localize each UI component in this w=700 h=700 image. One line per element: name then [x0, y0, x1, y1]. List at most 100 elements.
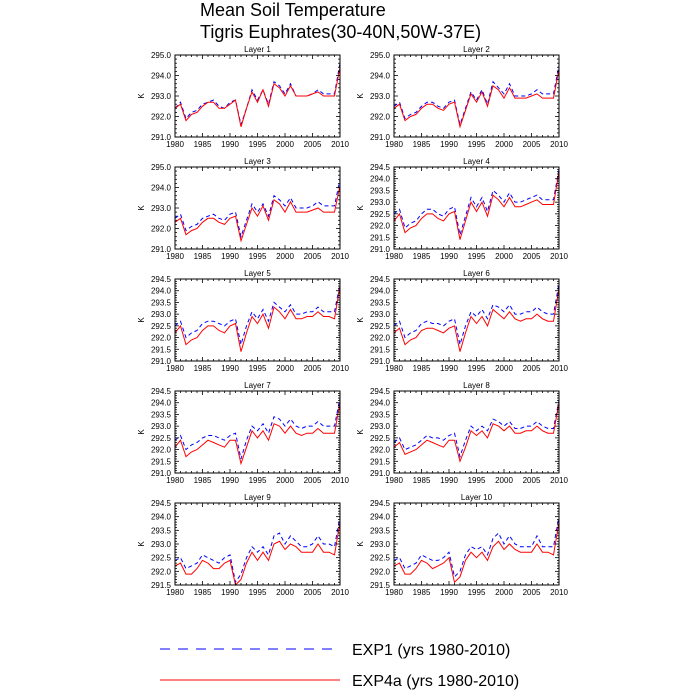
- x-tick-label: 2005: [304, 588, 322, 597]
- y-tick-label: 291.5: [370, 233, 391, 242]
- x-tick-label: 1985: [194, 588, 212, 597]
- series-line-exp4a: [393, 171, 560, 240]
- y-tick-label: 295.0: [151, 163, 172, 172]
- panel-layer-3: Layer 3 K 1980 1985 1990 1995 2000 2005 2010 291.…: [137, 157, 349, 261]
- x-tick-label: 2010: [331, 140, 349, 149]
- panel-layer-4: Layer 4 K 1980 1985 1990 1995 2000 2005 2010 291.…: [356, 157, 568, 261]
- x-tick-label: 1980: [385, 364, 403, 373]
- x-tick-label: 1995: [249, 252, 267, 261]
- series-line-exp1: [393, 400, 560, 459]
- y-tick-label: 291.5: [151, 457, 172, 466]
- x-tick-label: 2005: [523, 252, 541, 261]
- y-tick-label: 292.0: [370, 446, 391, 455]
- x-tick-label: 2000: [276, 588, 294, 597]
- y-tick-label: 292.0: [151, 225, 172, 234]
- series-line-exp4a: [174, 522, 341, 586]
- panel-layer-7: Layer 7 K 1980 1985 1990 1995 2000 2005 2010 291.…: [137, 381, 349, 485]
- y-tick-label: 294.0: [151, 184, 172, 193]
- y-tick-label: 291.5: [151, 581, 172, 590]
- panel-grid: Layer 1 K 1980 1985 1990 1995 2000 2005 2010 291.…: [137, 45, 568, 597]
- x-tick-label: 1995: [249, 588, 267, 597]
- y-axis-label: K: [356, 93, 365, 99]
- y-tick-label: 292.5: [370, 322, 391, 331]
- x-tick-label: 1980: [385, 476, 403, 485]
- y-tick-label: 291.0: [370, 469, 391, 478]
- x-tick-label: 2000: [276, 364, 294, 373]
- y-tick-label: 294.5: [370, 275, 391, 284]
- x-tick-label: 1985: [413, 140, 431, 149]
- x-tick-label: 1985: [413, 252, 431, 261]
- y-axis-label: K: [137, 205, 146, 211]
- x-tick-label: 2000: [495, 252, 513, 261]
- x-tick-label: 1985: [194, 476, 212, 485]
- x-tick-label: 1990: [221, 476, 239, 485]
- panel-layer-6: Layer 6 K 1980 1985 1990 1995 2000 2005 2010 291.…: [356, 269, 568, 373]
- x-tick-label: 2000: [495, 140, 513, 149]
- y-tick-label: 293.5: [370, 298, 391, 307]
- panel-title: Layer 7: [244, 381, 271, 390]
- y-tick-label: 291.0: [151, 245, 172, 254]
- y-tick-label: 291.5: [370, 457, 391, 466]
- panel-title: Layer 1: [244, 45, 271, 54]
- series-line-exp4a: [174, 185, 341, 243]
- panel-title: Layer 9: [244, 493, 271, 502]
- y-tick-label: 293.0: [370, 310, 391, 319]
- panel-layer-5: Layer 5 K 1980 1985 1990 1995 2000 2005 2010 291.…: [137, 269, 349, 373]
- series-line-exp4a: [393, 69, 560, 129]
- y-tick-label: 294.0: [370, 513, 391, 522]
- y-tick-label: 291.5: [151, 345, 172, 354]
- y-tick-label: 292.5: [151, 554, 172, 563]
- y-tick-label: 291.0: [151, 133, 172, 142]
- y-tick-label: 293.0: [151, 310, 172, 319]
- x-tick-label: 1995: [468, 140, 486, 149]
- y-tick-label: 292.0: [370, 222, 391, 231]
- series-line-exp1: [174, 63, 341, 127]
- y-axis-label: K: [356, 429, 365, 435]
- x-tick-label: 1990: [221, 140, 239, 149]
- x-tick-label: 2010: [550, 140, 568, 149]
- y-tick-label: 292.5: [370, 554, 391, 563]
- x-tick-label: 1995: [468, 364, 486, 373]
- figure-title-line1: Mean Soil Temperature: [200, 0, 386, 20]
- y-tick-label: 291.0: [151, 469, 172, 478]
- y-tick-label: 292.0: [151, 334, 172, 343]
- y-axis-label: K: [137, 429, 146, 435]
- x-tick-label: 2000: [276, 140, 294, 149]
- x-tick-label: 1980: [166, 252, 184, 261]
- x-tick-label: 2005: [304, 140, 322, 149]
- x-tick-label: 1990: [221, 588, 239, 597]
- x-tick-label: 2005: [523, 140, 541, 149]
- y-tick-label: 293.0: [151, 422, 172, 431]
- y-tick-label: 292.0: [151, 113, 172, 122]
- x-tick-label: 2010: [550, 588, 568, 597]
- x-tick-label: 1985: [413, 588, 431, 597]
- series-line-exp4a: [393, 522, 560, 584]
- y-tick-label: 293.0: [151, 92, 172, 101]
- y-axis-label: K: [137, 541, 146, 547]
- x-tick-label: 1990: [221, 364, 239, 373]
- x-tick-label: 1990: [440, 252, 458, 261]
- panel-layer-1: Layer 1 K 1980 1985 1990 1995 2000 2005 2010 291.…: [137, 45, 349, 149]
- x-tick-label: 2000: [495, 476, 513, 485]
- y-tick-label: 291.5: [370, 345, 391, 354]
- legend: EXP1 (yrs 1980-2010) EXP4a (yrs 1980-201…: [160, 642, 519, 690]
- y-tick-label: 293.5: [370, 526, 391, 535]
- x-tick-label: 1990: [440, 140, 458, 149]
- y-tick-label: 292.5: [370, 210, 391, 219]
- y-tick-label: 295.0: [151, 51, 172, 60]
- x-tick-label: 1980: [166, 588, 184, 597]
- x-tick-label: 2000: [276, 476, 294, 485]
- x-tick-label: 2000: [495, 588, 513, 597]
- x-tick-label: 1995: [468, 588, 486, 597]
- y-tick-label: 291.0: [151, 357, 172, 366]
- x-tick-label: 2005: [304, 252, 322, 261]
- y-tick-label: 294.0: [151, 72, 172, 81]
- y-tick-label: 294.5: [151, 499, 172, 508]
- legend-label-exp4a: EXP4a (yrs 1980-2010): [352, 673, 519, 690]
- x-tick-label: 2010: [550, 476, 568, 485]
- x-tick-label: 1980: [166, 476, 184, 485]
- x-tick-label: 1980: [166, 140, 184, 149]
- series-line-exp1: [174, 179, 341, 239]
- y-tick-label: 292.5: [370, 434, 391, 443]
